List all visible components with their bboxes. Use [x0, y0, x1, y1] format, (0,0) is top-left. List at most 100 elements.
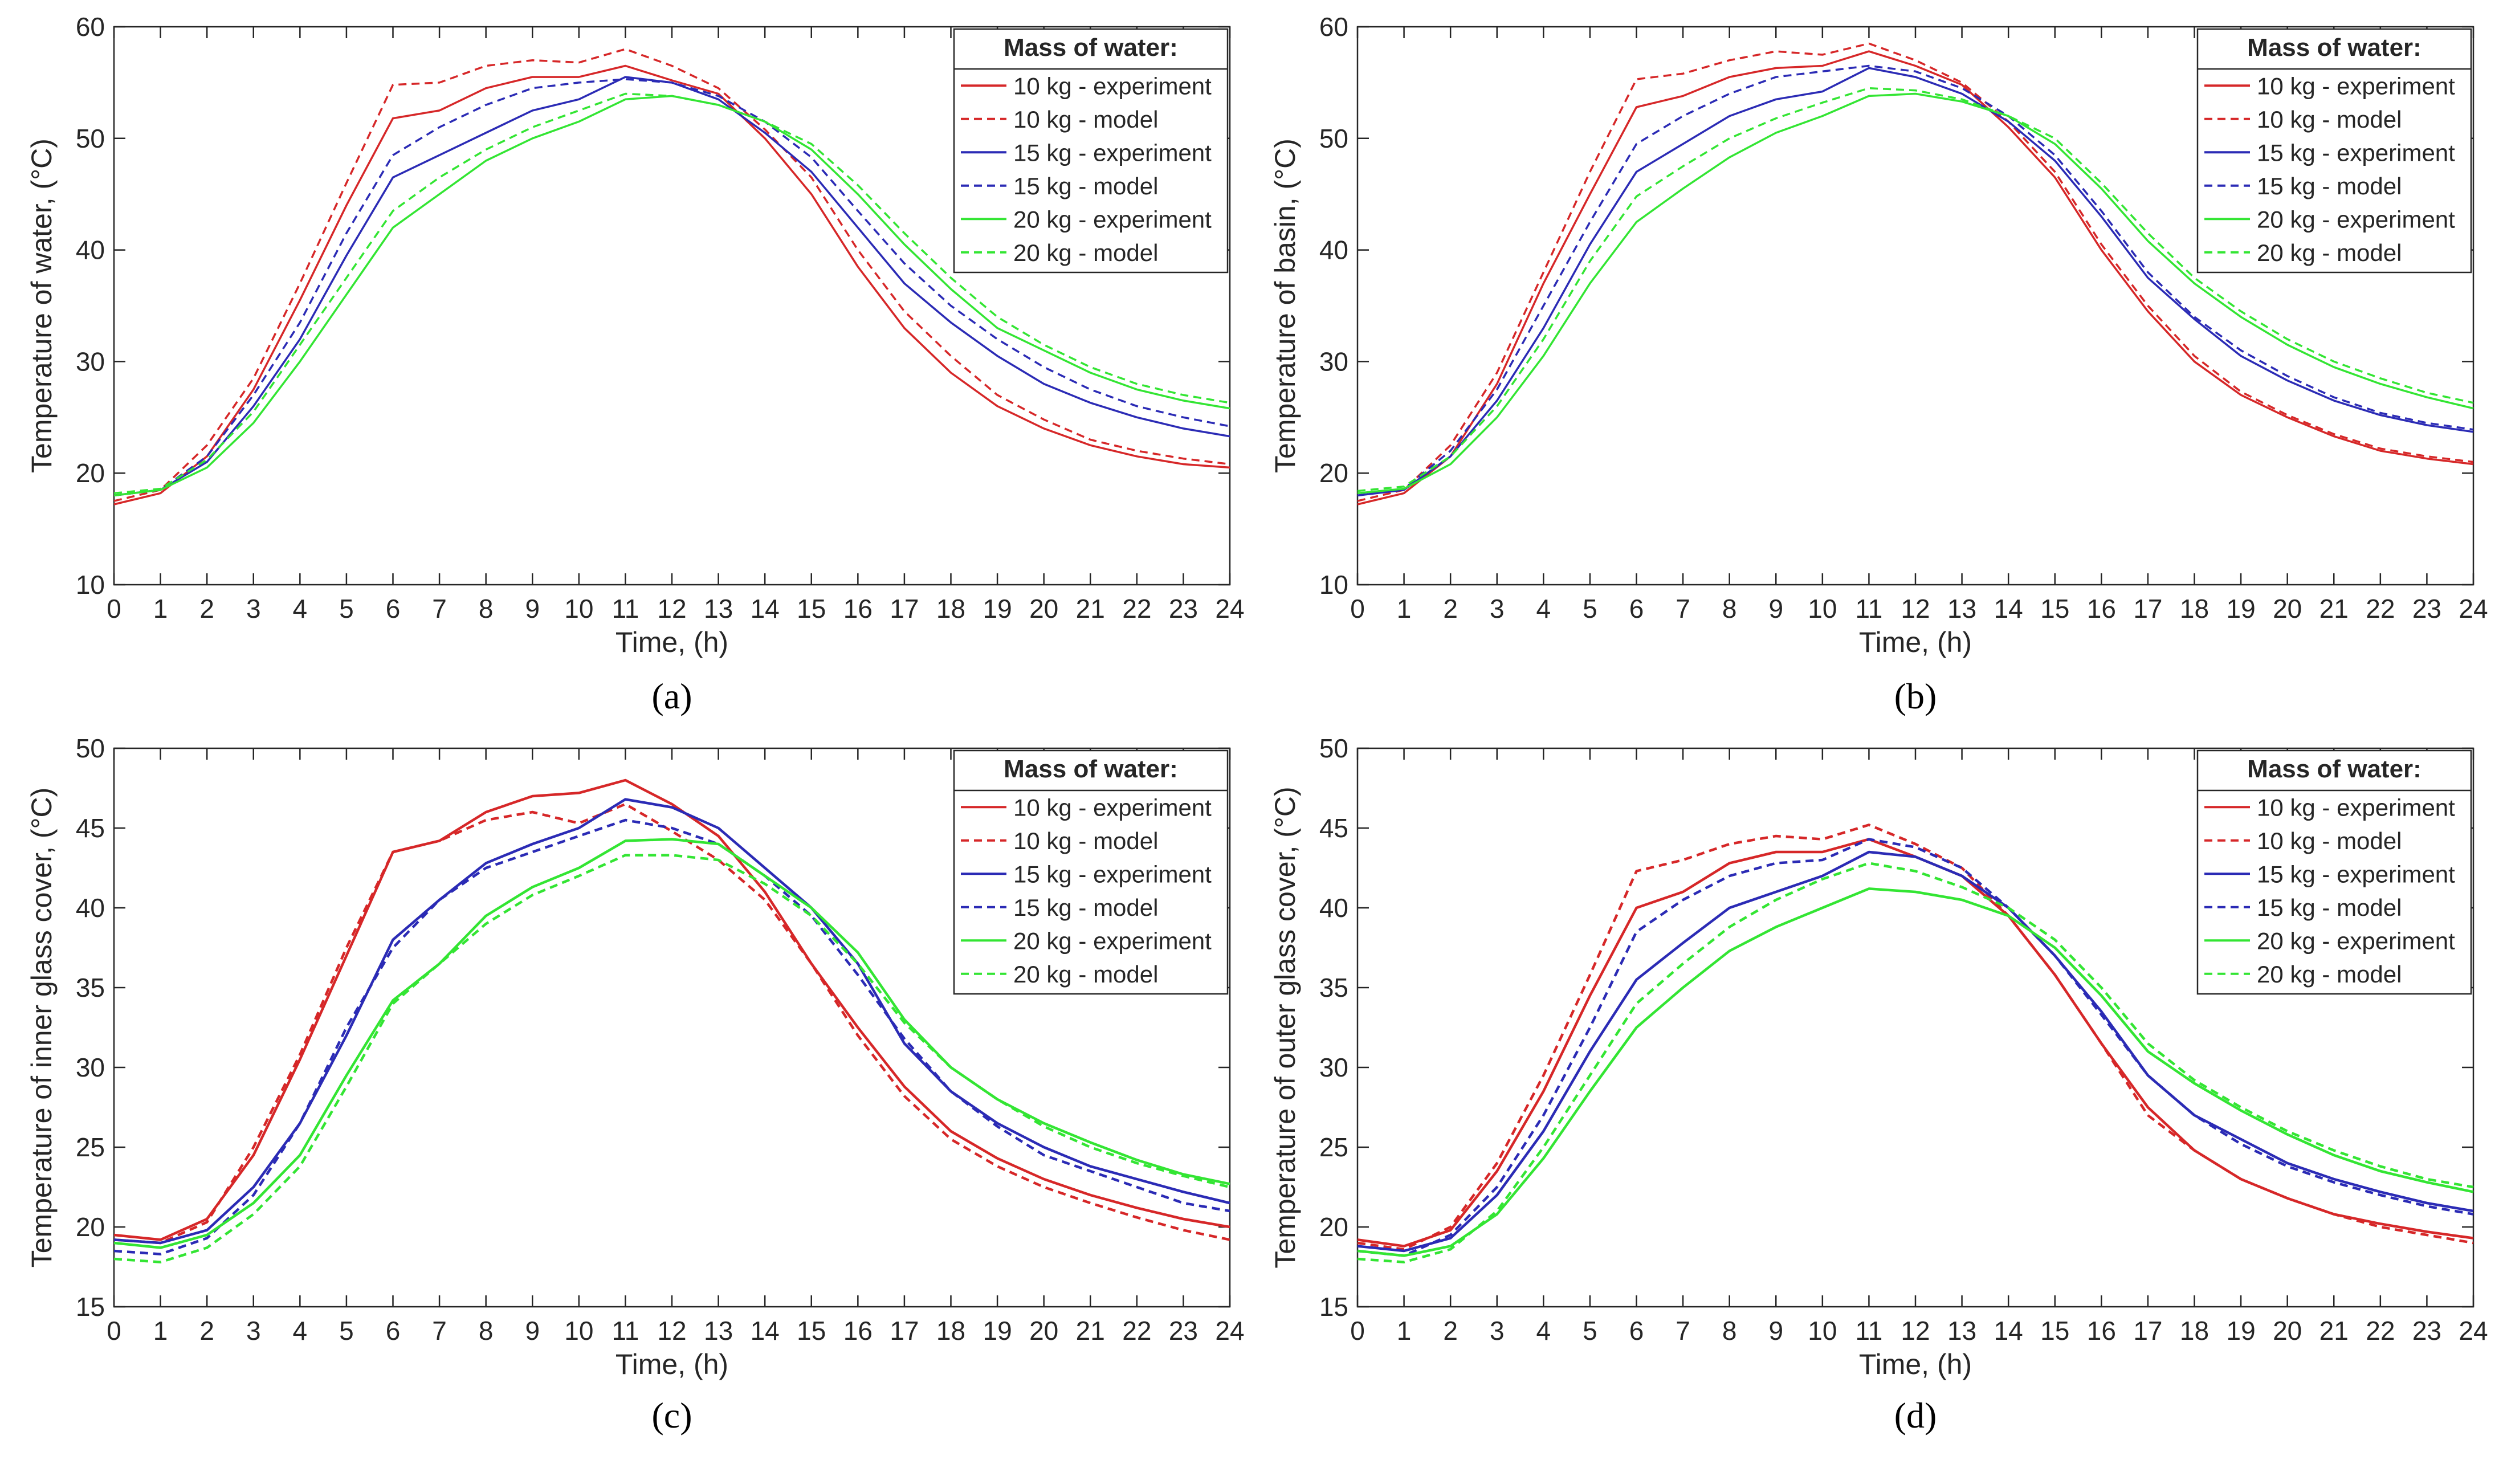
- y-tick-label: 30: [76, 1053, 105, 1082]
- legend: Mass of water: 10 kg - experiment 10 kg - …: [2196, 749, 2472, 995]
- panel-4: 0 1 2 3 4 5 6 7 8 9 10 11 12 13 14 15 16 17 18 19 20 21 22 23 24…: [1269, 733, 2488, 1436]
- x-tick-label: 5: [339, 1316, 354, 1346]
- series-line-4: [1357, 838, 2474, 1257]
- series-line-2: [113, 48, 1230, 502]
- x-tick-label: 13: [1947, 1316, 1976, 1346]
- legend-entry-5: 20 kg - experiment: [1013, 206, 1212, 233]
- x-tick-label: 17: [2133, 594, 2162, 623]
- legend-entry-4: 15 kg - model: [1013, 173, 1158, 199]
- y-tick-label: 35: [1319, 973, 1348, 1002]
- x-tick-label: 10: [1808, 594, 1837, 623]
- series-line-3: [113, 798, 1230, 1245]
- x-tick-label: 10: [564, 594, 593, 623]
- legend-title: Mass of water:: [2247, 34, 2422, 62]
- x-tick-label: 3: [246, 594, 261, 623]
- x-tick-label: 22: [1122, 1316, 1151, 1346]
- legend-entry-2: 10 kg - model: [1013, 827, 1158, 854]
- x-tick-label: 23: [1169, 594, 1198, 623]
- y-tick-label: 45: [1319, 813, 1348, 843]
- x-tick-label: 14: [1994, 594, 2023, 623]
- x-tick-label: 16: [2087, 1316, 2116, 1346]
- x-tick-label: 19: [983, 1316, 1012, 1346]
- x-tick-label: 13: [1947, 594, 1976, 623]
- y-tick-label: 45: [76, 813, 105, 843]
- legend-entry-6: 20 kg - model: [1013, 239, 1158, 266]
- x-tick-label: 7: [1676, 1316, 1690, 1346]
- panels: 0 1 2 3 4 5 6 7 8 9 10 11 12 13 14 15 16 17 18 19 20 21 22 23 24…: [26, 12, 2488, 1436]
- x-tick-label: 22: [1122, 594, 1151, 623]
- x-tick-label: 20: [2273, 594, 2302, 623]
- y-tick-label: 20: [1319, 458, 1348, 488]
- y-tick-label: 15: [76, 1292, 105, 1322]
- y-tick-label: 20: [1319, 1212, 1348, 1242]
- x-tick-label: 24: [1215, 1316, 1244, 1346]
- x-tick-label: 13: [704, 594, 733, 623]
- legend-entry-2: 10 kg - model: [2257, 106, 2402, 133]
- x-tick-label: 8: [479, 594, 494, 623]
- x-tick-label: 0: [1350, 594, 1365, 623]
- x-tick-label: 4: [293, 594, 308, 623]
- y-tick-label: 50: [1319, 733, 1348, 763]
- x-tick-label: 15: [2040, 1316, 2069, 1346]
- x-tick-label: 20: [1029, 594, 1058, 623]
- y-tick-label: 40: [1319, 235, 1348, 265]
- x-tick-label: 19: [2226, 594, 2255, 623]
- x-tick-label: 12: [1901, 594, 1930, 623]
- x-tick-label: 6: [1629, 1316, 1644, 1346]
- y-tick-label: 25: [76, 1132, 105, 1162]
- y-tick-label: 15: [1319, 1292, 1348, 1322]
- series-line-4: [113, 78, 1230, 497]
- legend-entry-3: 15 kg - experiment: [1013, 139, 1212, 166]
- series-line-4: [113, 818, 1230, 1255]
- panel-label: (b): [1894, 676, 1937, 716]
- x-tick-label: 5: [339, 594, 354, 623]
- x-tick-label: 6: [386, 1316, 401, 1346]
- x-tick-label: 5: [1583, 1316, 1597, 1346]
- x-tick-label: 7: [1676, 594, 1690, 623]
- x-tick-label: 9: [525, 594, 540, 623]
- y-tick-label: 10: [1319, 570, 1348, 600]
- legend: Mass of water: 10 kg - experiment 10 kg - …: [2196, 28, 2472, 274]
- x-axis-label: Time, (h): [615, 626, 728, 658]
- y-tick-label: 50: [1319, 124, 1348, 153]
- x-tick-label: 4: [293, 1316, 308, 1346]
- x-tick-label: 23: [2412, 594, 2441, 623]
- series-line-5: [113, 838, 1230, 1249]
- y-tick-label: 60: [76, 12, 105, 42]
- x-tick-label: 15: [2040, 594, 2069, 623]
- x-tick-label: 18: [2180, 1316, 2209, 1346]
- series-line-3: [1357, 850, 2474, 1253]
- x-tick-label: 17: [890, 594, 919, 623]
- x-tick-label: 16: [2087, 594, 2116, 623]
- x-tick-label: 1: [1397, 1316, 1412, 1346]
- legend-entry-4: 15 kg - model: [2257, 173, 2402, 199]
- x-tick-label: 4: [1536, 594, 1551, 623]
- legend-entry-6: 20 kg - model: [2257, 961, 2402, 988]
- x-tick-label: 19: [2226, 1316, 2255, 1346]
- x-tick-label: 17: [890, 1316, 919, 1346]
- y-tick-label: 50: [76, 124, 105, 153]
- legend-entry-3: 15 kg - experiment: [2257, 861, 2455, 887]
- y-tick-label: 30: [76, 346, 105, 376]
- y-tick-label: 60: [1319, 12, 1348, 42]
- legend-entry-6: 20 kg - model: [1013, 961, 1158, 988]
- series-line-6: [113, 92, 1230, 495]
- series-line-3: [1357, 67, 2474, 497]
- x-tick-label: 3: [1490, 1316, 1505, 1346]
- x-tick-label: 12: [1901, 1316, 1930, 1346]
- x-tick-label: 3: [246, 1316, 261, 1346]
- x-tick-label: 21: [2319, 594, 2349, 623]
- series-line-1: [113, 778, 1230, 1241]
- y-tick-label: 35: [76, 973, 105, 1002]
- y-axis-label: Temperature of outer glass cover, (°C): [1269, 786, 1301, 1268]
- legend-entry-3: 15 kg - experiment: [2257, 139, 2455, 166]
- x-tick-label: 9: [1768, 1316, 1783, 1346]
- x-tick-label: 4: [1536, 1316, 1551, 1346]
- legend-entry-1: 10 kg - experiment: [1013, 794, 1212, 821]
- legend-entry-6: 20 kg - model: [2257, 239, 2402, 266]
- x-axis-label: Time, (h): [1859, 626, 1972, 658]
- x-tick-label: 19: [983, 594, 1012, 623]
- x-tick-label: 3: [1490, 594, 1505, 623]
- series-line-4: [1357, 64, 2474, 497]
